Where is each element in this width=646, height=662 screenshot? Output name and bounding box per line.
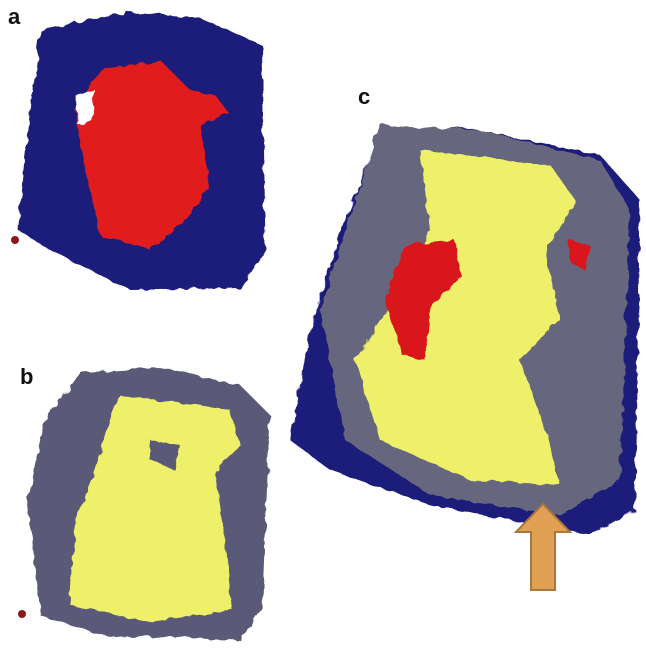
panel-c-render	[290, 125, 640, 535]
marker	[18, 610, 26, 618]
panel-label: c	[358, 84, 370, 109]
panel-label: b	[20, 364, 33, 389]
marker	[11, 236, 19, 244]
page: a b c (() => { const data = JSON.parse(d…	[0, 0, 646, 662]
panel-label: a	[8, 4, 21, 29]
panel-b-render	[28, 368, 270, 640]
figure: a b c	[0, 0, 646, 662]
panel-a-render	[18, 12, 265, 290]
